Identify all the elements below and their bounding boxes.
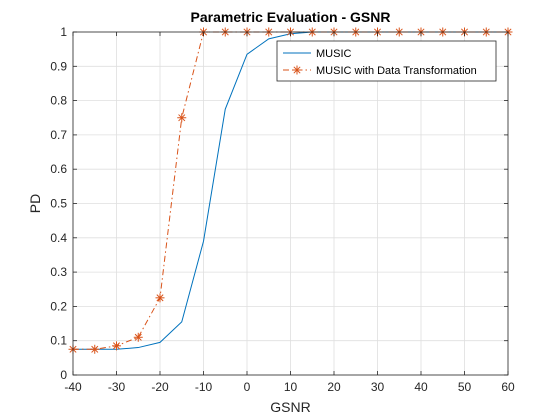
x-tick-label: -10 bbox=[195, 380, 213, 394]
y-tick-label: 0.3 bbox=[50, 265, 67, 279]
legend-box bbox=[276, 40, 497, 82]
x-axis-label: GSNR bbox=[270, 399, 310, 415]
y-tick-label: 0.2 bbox=[50, 299, 67, 313]
x-tick-label: 0 bbox=[244, 380, 251, 394]
legend-marker bbox=[292, 65, 302, 75]
chart-title: Parametric Evaluation - GSNR bbox=[191, 9, 391, 25]
series-1-point bbox=[112, 341, 121, 351]
y-tick-label: 0.9 bbox=[50, 59, 67, 73]
x-tick-label: -40 bbox=[64, 380, 82, 394]
series-1-point bbox=[90, 344, 100, 354]
x-tick-label: 10 bbox=[284, 380, 298, 394]
x-tick-label: 20 bbox=[327, 380, 341, 394]
y-tick-label: 0.1 bbox=[50, 334, 67, 348]
series-1-point bbox=[133, 332, 143, 342]
legend-label: MUSIC bbox=[316, 48, 352, 60]
y-tick-label: 0.5 bbox=[50, 197, 67, 211]
y-tick-label: 0.7 bbox=[50, 128, 67, 142]
legend-label: MUSIC with Data Transformation bbox=[316, 65, 477, 77]
y-tick-label: 0 bbox=[60, 368, 67, 382]
legend-entry-0: MUSIC bbox=[283, 48, 352, 60]
x-tick-label: -30 bbox=[108, 380, 126, 394]
x-tick-label: -20 bbox=[151, 380, 169, 394]
y-tick-label: 1 bbox=[60, 25, 67, 39]
legend-entry-1: MUSIC with Data Transformation bbox=[283, 65, 477, 77]
y-tick-label: 0.8 bbox=[50, 94, 67, 108]
series-1-point bbox=[155, 293, 165, 303]
series-1-point bbox=[177, 113, 187, 123]
y-tick-label: 0.4 bbox=[50, 231, 67, 245]
y-axis-label: PD bbox=[27, 194, 43, 213]
y-tick-label: 0.6 bbox=[50, 162, 67, 176]
x-tick-label: 40 bbox=[414, 380, 428, 394]
x-tick-label: 60 bbox=[501, 380, 515, 394]
legend: MUSIC MUSIC with Data Transformation bbox=[276, 40, 497, 82]
ticks: -40 -30 -20 -10 0 10 20 30 40 50 60 0 0.1 0.2 0.3 0.4 0.… bbox=[50, 25, 515, 394]
x-tick-label: 50 bbox=[458, 380, 472, 394]
x-tick-label: 30 bbox=[371, 380, 385, 394]
